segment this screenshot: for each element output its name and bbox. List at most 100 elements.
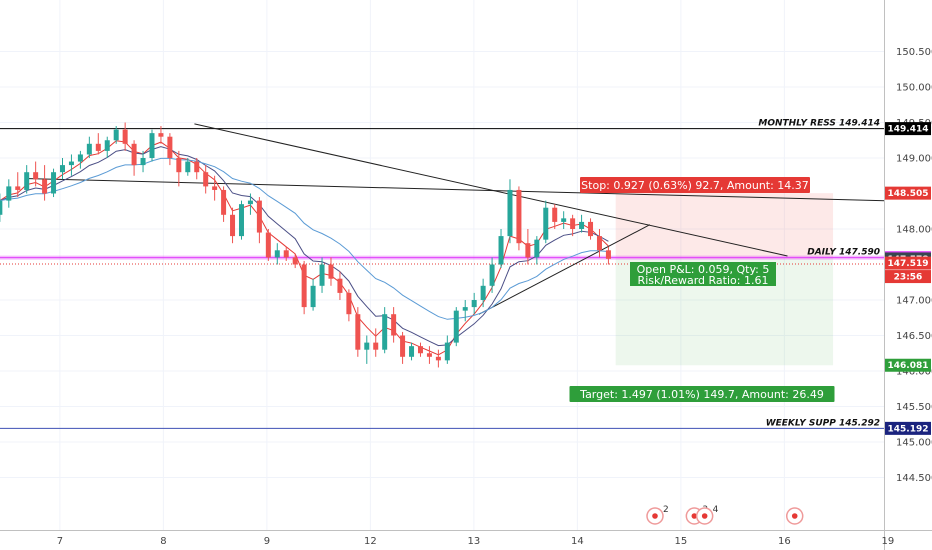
event-marker[interactable] (785, 507, 804, 525)
price-tick-label: 146.500 (896, 331, 932, 342)
ma-slow-line (0, 157, 609, 320)
horizontal-levels[interactable]: MONTHLY RESS 149.414 DAILY 147.590 WEEKLY … (0, 119, 884, 429)
stop-label[interactable]: Stop: 0.927 (0.63%) 92.7, Amount: 14.37 (580, 177, 810, 193)
candle (247, 193, 253, 215)
candle (122, 122, 128, 151)
candle (579, 214, 585, 233)
candle (382, 307, 388, 354)
candle (480, 278, 486, 308)
candle-body (444, 342, 450, 361)
candle (417, 342, 423, 357)
candle-body (238, 204, 244, 237)
price-tick-label: 150.500 (896, 47, 932, 58)
candle-body (570, 218, 576, 229)
candle-body (426, 353, 432, 357)
price-badge[interactable]: 148.505 (885, 186, 931, 200)
candle (561, 211, 567, 229)
candle (167, 133, 173, 166)
pnl-box-bg (630, 262, 776, 286)
date-tick-label: 13 (468, 536, 481, 547)
level-price-badge-text: 149.414 (888, 125, 929, 135)
candle-body (409, 346, 415, 357)
price-tick-label: 146.000 (896, 367, 932, 378)
level-price-badge[interactable]: 145.192 (885, 421, 931, 435)
candle (256, 197, 262, 244)
event-marker[interactable]: 2 (646, 505, 669, 525)
candle (68, 154, 74, 176)
price-badge[interactable]: 23:56 (885, 270, 931, 284)
candle-body (489, 264, 495, 286)
level-price-badge-text: 145.192 (888, 424, 929, 434)
candle-body (265, 232, 271, 258)
target-label-bg (569, 386, 835, 402)
level-price-badge[interactable]: 149.414 (885, 122, 931, 136)
candle-body (364, 342, 370, 350)
candle-body (212, 186, 218, 190)
candle (391, 307, 397, 343)
candle (140, 150, 146, 173)
candle-body (543, 207, 549, 240)
date-tick-label: 7 (57, 536, 63, 547)
candle-body (95, 143, 101, 151)
candle (310, 278, 316, 311)
candle-body (310, 285, 316, 308)
position-labels[interactable]: Stop: 0.927 (0.63%) 92.7, Amount: 14.37 T… (569, 177, 835, 402)
candle-body (15, 186, 21, 190)
candle-body (104, 140, 110, 151)
candle (0, 193, 3, 222)
price-badge-text: 23:56 (894, 273, 923, 283)
candle (221, 186, 227, 222)
price-badge-text: 146.081 (888, 361, 929, 371)
candle-body (435, 356, 441, 361)
event-count: 4 (713, 505, 719, 515)
candle (42, 165, 48, 201)
candle (104, 136, 110, 158)
trendline[interactable] (28, 178, 909, 202)
target-label-text: Target: 1.497 (1.01%) 149.7, Amount: 26.… (579, 388, 824, 401)
price-axis[interactable]: 150.500 150.000 149.000 148.000 146.500 145.5… (884, 0, 932, 550)
date-tick-label: 15 (675, 536, 688, 547)
price-badge[interactable]: 147.519 (885, 256, 931, 270)
date-tick-label: 9 (264, 536, 270, 547)
candle-body (417, 346, 423, 354)
target-label[interactable]: Target: 1.497 (1.01%) 149.7, Amount: 26.… (569, 386, 835, 402)
candle-body (283, 250, 289, 258)
ma-mid-line (0, 146, 609, 347)
time-axis[interactable]: 7 8 9 12 13 14 15 16 19 (0, 530, 932, 550)
event-marker-dot (691, 513, 698, 519)
candle (15, 172, 21, 198)
candle-body (382, 314, 388, 350)
candle (176, 150, 182, 187)
candle-body (77, 154, 83, 162)
event-marker-dot (701, 513, 708, 519)
candle (212, 175, 218, 201)
event-marker[interactable]: 4 (695, 505, 719, 525)
date-tick-label: 14 (571, 536, 584, 547)
candle-body (203, 172, 209, 187)
price-badge-bg (885, 358, 931, 372)
candle (328, 257, 334, 286)
trendline[interactable] (478, 224, 651, 315)
price-tick-label: 147.000 (896, 296, 932, 307)
event-marker-dot (791, 513, 798, 519)
date-tick-label: 8 (160, 536, 166, 547)
price-badge[interactable]: 146.081 (885, 358, 931, 372)
trendlines[interactable] (28, 123, 909, 315)
candle (274, 243, 280, 265)
price-badge-bg (885, 270, 931, 284)
candle-body (167, 136, 173, 158)
candle-body (516, 189, 522, 244)
trendline[interactable] (194, 123, 788, 257)
candle (453, 307, 459, 347)
candle (292, 253, 298, 269)
candle (51, 168, 57, 198)
candle (203, 165, 209, 194)
level-price-badge-bg (885, 421, 931, 435)
candle (230, 207, 236, 244)
candle (462, 300, 468, 322)
candle-body (113, 129, 119, 141)
candle (552, 204, 558, 229)
